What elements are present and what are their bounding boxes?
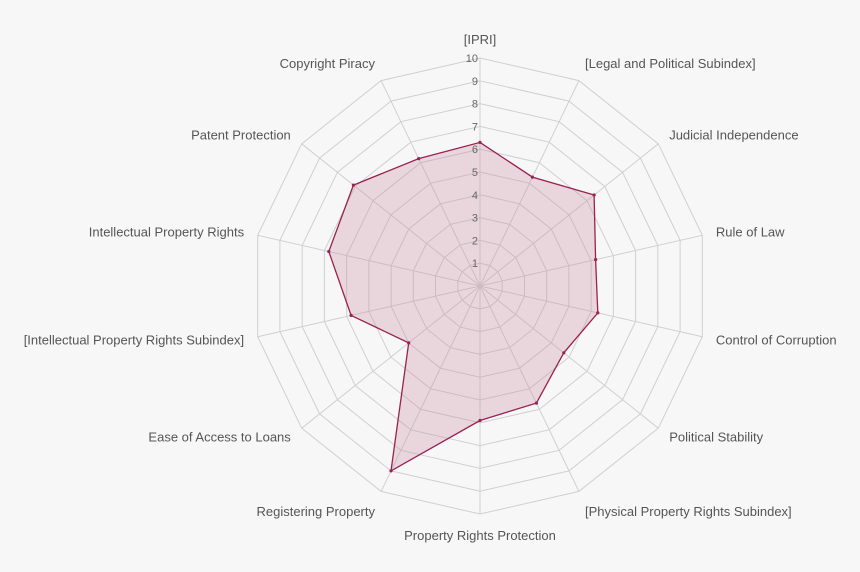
spoke-10 [257,285,481,338]
tick-label-10: 10 [466,53,478,65]
tick-label-8: 8 [472,99,478,111]
data-point-8 [389,469,393,473]
data-point-11 [327,249,331,254]
axis-label-10: [Intellectual Property Rights Subindex] [24,332,244,347]
spoke-4 [479,285,703,338]
data-point-0 [478,140,482,144]
data-point-7 [478,418,482,423]
spoke-13 [380,80,481,287]
tick-label-9: 9 [472,76,478,88]
spoke-9 [301,285,481,429]
spoke-12 [301,143,481,287]
data-point-2 [592,193,596,197]
tick-label-4: 4 [472,190,478,202]
axis-label-0: [IPRI] [464,32,497,47]
data-point-5 [562,351,566,355]
data-point-3 [594,258,598,262]
tick-label-5: 5 [472,167,478,179]
data-point-12 [351,183,355,187]
spoke-1 [479,80,580,287]
axis-label-5: Political Stability [669,429,763,444]
data-point-13 [417,157,421,161]
tick-label-1: 1 [472,258,478,270]
series-layer [327,140,600,473]
grid-layer [257,57,703,515]
axis-label-12: Patent Protection [191,128,291,143]
data-point-4 [596,311,600,315]
axis-label-11: Intellectual Property Rights [89,225,245,240]
data-point-9 [407,341,411,345]
axis-label-2: Judicial Independence [669,128,798,143]
axis-label-4: Control of Corruption [716,332,837,347]
data-point-10 [349,313,353,317]
axis-label-9: Ease of Access to Loans [148,429,291,444]
axis-label-layer: [IPRI] [Legal and Political Subindex] Judi… [24,32,837,543]
spoke-8 [380,285,481,492]
spoke-3 [479,234,703,287]
tick-label-2: 2 [472,235,478,247]
tick-layer: 1 2 3 4 5 6 7 8 9 10 [466,53,478,270]
axis-label-13: Copyright Piracy [280,56,376,71]
series-area-0 [328,141,599,473]
axis-label-3: Rule of Law [716,225,785,240]
axis-label-1: [Legal and Political Subindex] [585,56,756,71]
data-point-1 [530,175,535,179]
axis-label-8: Registering Property [257,504,376,519]
data-point-6 [534,401,539,405]
spoke-2 [479,143,659,287]
tick-label-3: 3 [472,213,478,225]
spoke-11 [257,234,481,287]
spoke-6 [479,285,580,492]
tick-label-7: 7 [472,121,478,133]
spoke-5 [479,285,659,429]
axis-label-6: [Physical Property Rights Subindex] [585,504,792,519]
axis-label-7: Property Rights Protection [404,528,556,543]
tick-label-6: 6 [472,144,478,156]
